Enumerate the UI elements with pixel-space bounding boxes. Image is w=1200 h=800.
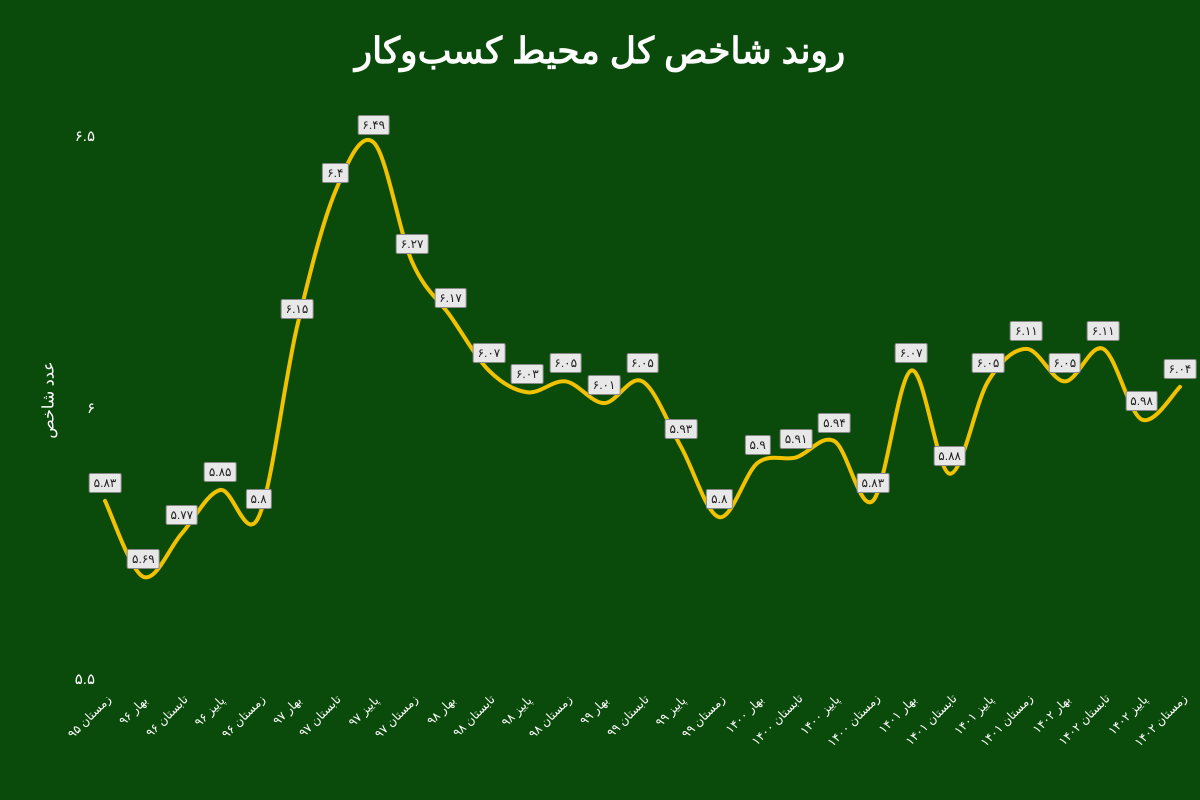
- x-tick: پاییز ۹۹: [653, 693, 689, 729]
- data-point-label: ۶.۱۱: [1087, 321, 1120, 341]
- data-point-label: ۵.۸۸: [933, 446, 966, 466]
- data-point-label: ۵.۹۴: [818, 413, 851, 433]
- chart-title: روند شاخص کل محیط کسب‌وکار: [0, 30, 1200, 72]
- data-point-label: ۶.۰۱: [588, 375, 621, 395]
- x-tick: زمستان ۹۹: [679, 692, 728, 741]
- data-point-label: ۵.۸: [706, 489, 732, 509]
- y-tick: ۶: [45, 399, 95, 417]
- data-point-label: ۵.۶۹: [127, 549, 160, 569]
- data-point-label: ۶.۰۵: [1048, 353, 1081, 373]
- x-tick: تابستان ۹۹: [604, 692, 652, 740]
- x-tick: زمستان ۹۷: [372, 692, 421, 741]
- data-point-label: ۶.۴: [322, 163, 348, 183]
- data-point-label: ۶.۰۴: [1164, 359, 1197, 379]
- y-tick: ۶.۵: [45, 127, 95, 145]
- data-point-label: ۵.۸: [245, 489, 271, 509]
- data-point-label: ۵.۹۸: [1125, 391, 1158, 411]
- x-tick: تابستان ۹۶: [143, 692, 191, 740]
- x-tick: پاییز ۹۶: [192, 693, 228, 729]
- data-point-label: ۵.۹۳: [665, 419, 698, 439]
- data-point-label: ۶.۰۵: [972, 353, 1005, 373]
- x-tick: بهار ۹۶: [116, 694, 150, 728]
- data-point-label: ۶.۰۷: [895, 343, 928, 363]
- chart-container: روند شاخص کل محیط کسب‌وکار عدد شاخص ۵.۵۶…: [0, 0, 1200, 800]
- data-point-label: ۵.۸۳: [89, 473, 122, 493]
- data-point-label: ۵.۹۱: [780, 429, 813, 449]
- x-tick: بهار ۹۸: [424, 694, 458, 728]
- x-tick: زمستان ۹۸: [526, 692, 575, 741]
- data-point-label: ۵.۷۷: [165, 505, 198, 525]
- data-point-label: ۶.۴۹: [357, 115, 390, 135]
- x-tick: زمستان ۹۵: [65, 692, 114, 741]
- data-point-label: ۶.۲۷: [396, 234, 429, 254]
- data-point-label: ۶.۰۷: [473, 343, 506, 363]
- line-chart-svg: [0, 0, 1200, 800]
- data-point-label: ۶.۰۵: [549, 353, 582, 373]
- data-point-label: ۵.۸۳: [857, 473, 890, 493]
- data-point-label: ۵.۹: [745, 435, 771, 455]
- data-point-label: ۶.۱۱: [1010, 321, 1043, 341]
- x-tick: بهار ۹۹: [577, 694, 611, 728]
- data-point-label: ۶.۰۵: [626, 353, 659, 373]
- x-tick: پاییز ۹۷: [345, 693, 381, 729]
- y-tick: ۵.۵: [45, 670, 95, 688]
- data-point-label: ۶.۰۳: [511, 364, 544, 384]
- data-point-label: ۶.۱۵: [281, 299, 314, 319]
- x-tick: بهار ۹۷: [270, 694, 304, 728]
- x-tick: پاییز ۹۸: [499, 693, 535, 729]
- x-tick: زمستان ۹۶: [218, 692, 267, 741]
- x-tick: تابستان ۹۷: [296, 692, 344, 740]
- data-point-label: ۵.۸۵: [204, 462, 237, 482]
- data-point-label: ۶.۱۷: [434, 288, 467, 308]
- x-tick: تابستان ۹۸: [450, 692, 498, 740]
